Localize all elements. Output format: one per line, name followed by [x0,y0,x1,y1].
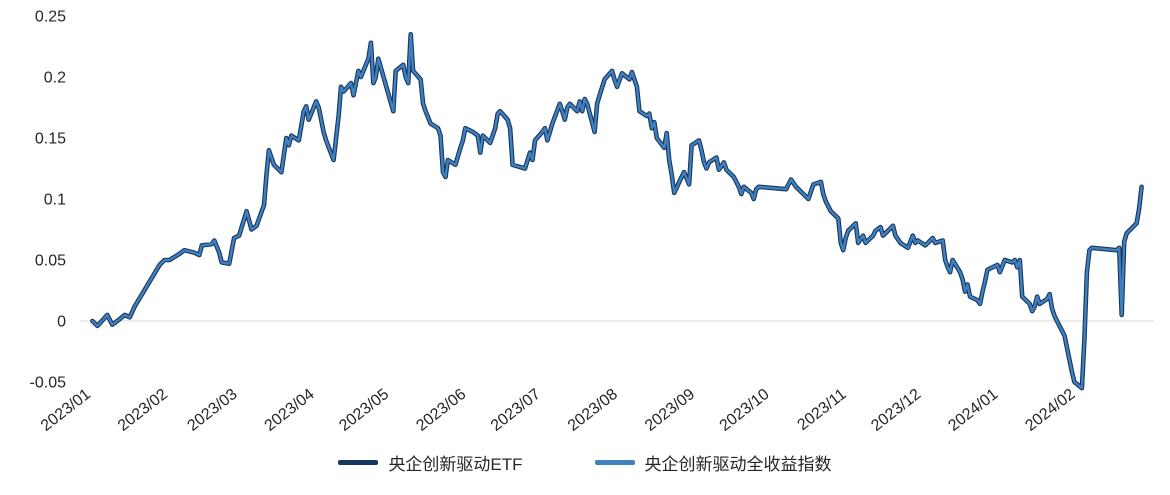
x-tick-label: 2023/08 [565,386,621,435]
chart-legend: 央企创新驱动ETF 央企创新驱动全收益指数 [0,450,1170,475]
legend-label-etf: 央企创新驱动ETF [388,455,523,474]
y-tick-label: 0.2 [44,70,66,87]
x-tick-label: 2024/01 [945,386,1001,435]
y-tick-label: 0.25 [35,9,66,26]
x-tick-label: 2023/11 [795,386,850,434]
x-tick-label: 2023/06 [413,386,469,435]
x-tick-label: 2023/02 [115,386,171,435]
x-tick-label: 2024/02 [1022,386,1078,435]
x-tick-label: 2023/10 [717,386,773,435]
x-tick-label: 2023/07 [488,386,544,435]
series-line-index [91,33,1143,390]
y-tick-label: 0.15 [35,131,66,148]
x-tick-label: 2023/05 [336,386,392,435]
x-tick-label: 2023/12 [868,386,924,435]
legend-item-index: 央企创新驱动全收益指数 [594,450,832,475]
x-tick-label: 2023/03 [185,386,241,435]
legend-swatch-index [594,460,635,465]
legend-swatch-etf [338,460,379,465]
legend-item-etf: 央企创新驱动ETF [338,450,523,475]
x-tick-label: 2023/04 [262,386,318,435]
x-tick-label: 2023/01 [38,386,94,435]
y-tick-label: -0.05 [30,375,67,392]
x-tick-label: 2023/09 [642,386,698,435]
y-tick-label: 0 [57,314,66,331]
plot-area: -0.05 0 0.05 0.1 0.15 0.2 0.25 2023/01 2023/02 20… [30,9,1154,435]
legend-label-index: 央企创新驱动全收益指数 [644,455,832,474]
y-tick-label: 0.1 [44,192,66,209]
y-tick-label: 0.05 [35,253,66,270]
